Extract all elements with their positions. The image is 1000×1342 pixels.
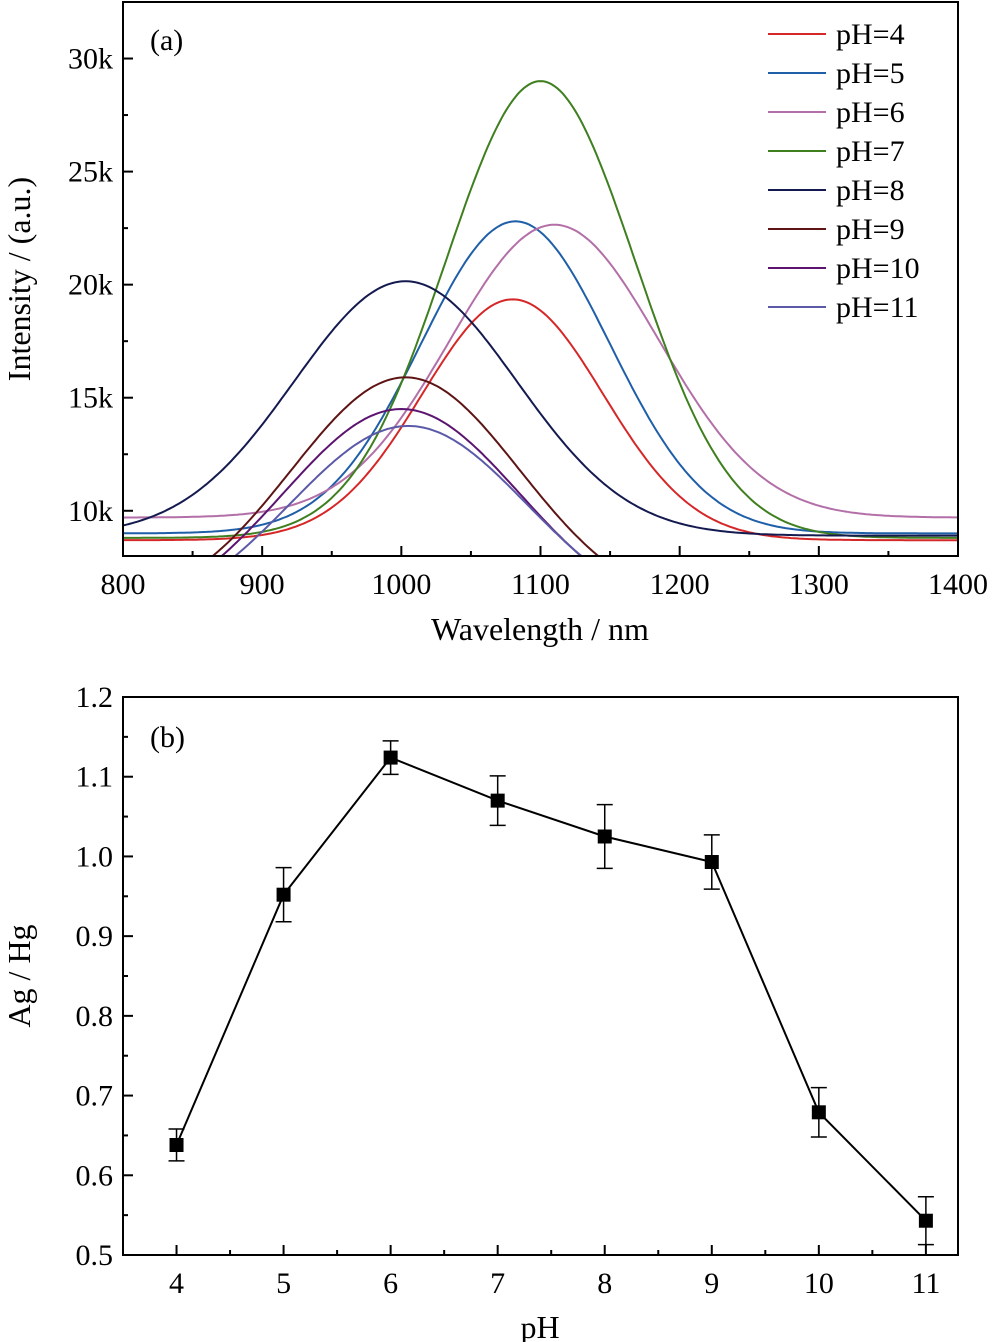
panel-a-y-tick-label: 25k xyxy=(68,156,113,189)
panel-b-series-line xyxy=(175,756,927,1222)
panel-a-x-axis: 800 900 1000 1100 1200 1300 1400 xyxy=(101,546,988,601)
panel-a-x-tick-label: 800 xyxy=(101,568,146,601)
panel-b-data-point xyxy=(810,1086,827,1138)
panel-b-data-point xyxy=(382,740,399,776)
panel-b-y-tick-label: 0.5 xyxy=(76,1239,114,1272)
panel-b-x-axis-title: pH xyxy=(520,1309,559,1342)
panel-b-x-tick-label: 4 xyxy=(169,1267,184,1300)
panel-b-y-tick-label: 1.2 xyxy=(76,681,114,714)
panel-a-y-tick-label: 30k xyxy=(68,43,113,76)
panel-b-y-tick-label: 1.1 xyxy=(76,761,114,794)
panel-a-legend-label: pH=8 xyxy=(836,174,905,207)
panel-a-legend-label: pH=6 xyxy=(836,96,905,129)
panel-a-legend-label: pH=10 xyxy=(836,252,920,285)
panel-b-square-marker xyxy=(490,793,505,808)
panel-a-y-axis: 10k 15k 20k 25k 30k xyxy=(68,43,133,528)
panel-a-x-tick-label: 900 xyxy=(240,568,285,601)
panel-a-x-axis-title: Wavelength / nm xyxy=(431,611,649,647)
panel-b-series xyxy=(168,740,934,1246)
panel-a-x-tick-label: 1000 xyxy=(371,568,431,601)
panel-a-x-tick-label: 1100 xyxy=(511,568,570,601)
panel-b-square-marker xyxy=(811,1105,826,1120)
panel-a-legend-label: pH=7 xyxy=(836,135,905,168)
panel-a-x-tick-label: 1200 xyxy=(650,568,710,601)
panel-b-data-point xyxy=(917,1196,934,1246)
panel-b-data-point xyxy=(596,803,613,870)
panel-a-legend-label: pH=9 xyxy=(836,213,905,246)
panel-a-y-tick-label: 15k xyxy=(68,382,113,415)
panel-a-tag: (a) xyxy=(150,24,183,57)
panel-b-y-tick-label: 0.9 xyxy=(76,920,114,953)
panel-a-frame xyxy=(122,1,959,557)
panel-a-x-tick-label: 1400 xyxy=(928,568,988,601)
panel-b-square-marker xyxy=(276,887,291,902)
panel-b-square-marker xyxy=(918,1213,933,1228)
panel-b-tag: (b) xyxy=(150,721,185,754)
panel-b-y-axis-title: Ag / Hg xyxy=(1,924,37,1027)
panel-a-series-line xyxy=(233,425,584,556)
panel-a-y-tick-label: 20k xyxy=(68,269,113,302)
panel-b-x-axis: 4 5 6 7 8 9 10 11 xyxy=(169,1245,940,1300)
panel-a-spectra-chart: 800 900 1000 1100 1200 1300 1400 10k 15k 20k 25k 3… xyxy=(1,1,988,647)
panel-a-legend-label: pH=11 xyxy=(836,291,918,324)
panel-b-square-marker xyxy=(383,750,398,765)
panel-a-series-line xyxy=(123,223,958,519)
panel-a-series-line xyxy=(123,280,958,537)
panel-b-y-tick-label: 0.8 xyxy=(76,1000,114,1033)
panel-b-square-marker xyxy=(169,1137,184,1152)
panel-a-legend-label: pH=5 xyxy=(836,57,905,90)
panel-b-y-tick-label: 0.7 xyxy=(76,1080,114,1113)
panel-a-y-axis-title: Intensity / (a.u.) xyxy=(1,177,37,381)
panel-b-x-tick-label: 10 xyxy=(804,1267,834,1300)
panel-a-series-line xyxy=(220,407,583,556)
panel-b-x-tick-label: 7 xyxy=(490,1267,505,1300)
panel-b-x-tick-label: 6 xyxy=(383,1267,398,1300)
panel-b-x-tick-label: 8 xyxy=(597,1267,612,1300)
panel-b-x-tick-label: 5 xyxy=(276,1267,291,1300)
panel-a-legend: pH=4 pH=5 pH=6 pH=7 pH=8 pH=9 pH=10 pH=11 xyxy=(768,18,920,324)
panel-a-legend-label: pH=4 xyxy=(836,18,905,51)
panel-a-y-tick-label: 10k xyxy=(68,495,113,528)
panel-b-x-tick-label: 9 xyxy=(704,1267,719,1300)
panel-b-data-point xyxy=(489,775,506,827)
panel-b-data-point xyxy=(703,834,720,890)
panel-b-ratio-chart: 4 5 6 7 8 9 10 11 0.50.60.70.80.91.01.11.2 (b) … xyxy=(1,681,959,1342)
panel-a-x-tick-label: 1300 xyxy=(789,568,849,601)
panel-b-data-point xyxy=(168,1128,185,1162)
panel-b-square-marker xyxy=(704,855,719,870)
panel-b-square-marker xyxy=(597,829,612,844)
panel-b-y-tick-label: 1.0 xyxy=(76,840,114,873)
panel-b-x-tick-label: 11 xyxy=(911,1267,940,1300)
panel-a-curves xyxy=(123,80,958,556)
panel-b-data-point xyxy=(275,866,292,923)
panel-a-series-line xyxy=(123,298,958,542)
panel-a-series-line xyxy=(211,376,600,556)
panel-b-y-tick-label: 0.6 xyxy=(76,1159,114,1192)
panel-b-y-axis: 0.5 0.6 0.7 0.8 0.9 1.0 1.1 1.2 xyxy=(76,681,133,1272)
panel-a-series-line xyxy=(123,220,958,535)
